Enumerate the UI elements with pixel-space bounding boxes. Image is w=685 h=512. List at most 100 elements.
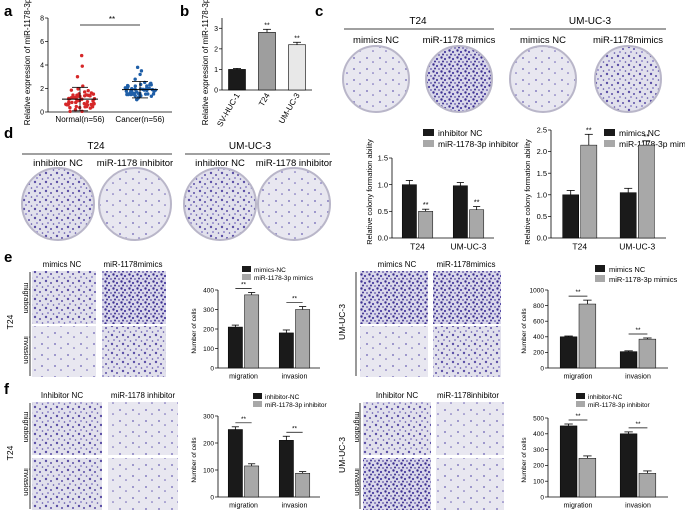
panel-c-dish-4 [594,45,662,113]
bar [401,184,417,239]
legend-swatch-f2-inh [576,401,585,407]
data-point [69,88,74,92]
panel-d-label-4: miR-1178 inhibitor [256,158,332,169]
bar [619,351,638,369]
sig-label: ** [474,198,480,207]
bar [278,440,294,498]
sig-label: ** [586,125,592,134]
f-chart2-plot: 0 100 200 300 400 500 ** migration ** invasion [533,413,668,510]
panel-e-img-2 [102,271,166,324]
data-point [91,99,95,103]
panel-e-left-col-2: miR-1178mimics [104,260,163,269]
data-point [131,92,135,96]
legend-swatch-e1-nc [242,266,251,272]
legend-e2-nc: mimics NC [609,265,646,274]
bar [295,472,311,498]
panel-c: c T24 UM-UC-3 mimics NC miR-1178 mimics … [315,3,666,113]
data-point [126,84,130,88]
x-category-label: invasion [625,503,651,510]
y-tick-label: 1000 [530,287,545,294]
y-tick-label: 1.5 [378,154,388,163]
panel-letter-f: f [4,381,10,398]
legend-swatch-f2-nc [576,393,585,399]
panel-e-img-5 [360,271,428,324]
data-point [149,94,154,98]
colony-inhib-plot: 0.0 0.5 1.0 1.5 ** T24 ** UM-UC-3 [378,154,494,252]
data-point [146,92,150,96]
data-point [139,82,143,87]
legend-inhibitor: miR-1178-3p inhibitor [438,139,519,149]
y-tick-label: 0 [214,88,218,95]
panel-f-right-col-1: Inhibitor NC [376,391,418,400]
data-point [151,92,156,96]
panel-e-left-col-1: mimics NC [43,260,82,269]
panel-f-img-7 [363,458,431,510]
legend-e1-mim: miR-1178-3p mimics [254,275,314,282]
panel-e-img-4 [102,326,166,377]
panel-e-img-8 [433,326,501,377]
y-tick-label: 0 [540,494,544,501]
legend-swatch-e2-mim [595,275,605,282]
x-category-label: invasion [282,374,308,381]
panel-d-dish-2 [98,167,172,241]
y-tick-label: 200 [533,463,544,470]
bar [227,326,243,369]
sig-label: ** [423,200,429,209]
y-tick-label: 200 [533,350,544,357]
y-tick-label: 800 [533,303,544,310]
legend-mimics: miR-1178-3p mimics [619,139,685,149]
data-point [124,89,129,94]
y-tick-label: 0.0 [537,234,547,243]
data-point [126,92,131,97]
panel-c-right-title: UM-UC-3 [569,16,612,27]
e-chart-2: mimics NC miR-1178-3p mimics Number of c… [521,265,677,381]
y-tick-label: 300 [203,307,214,314]
x-category-label: migration [229,374,258,381]
y-tick-label: 2.0 [537,147,547,156]
bar [452,185,468,239]
f-chart1-plot: 0 100 200 300 ** migration ** invasion [203,413,320,510]
bar [288,44,306,91]
y-tick-label: 2 [214,46,218,53]
f-chart1-ylabel: Number of cells [191,437,198,483]
data-point [85,102,89,107]
y-tick-label: 0 [210,365,214,372]
panel-c-label-3: mimics NC [520,35,566,46]
panel-f-right-side: UM-UC-3 [337,437,347,473]
panel-b: b Relative expression of miR-1178-3p 0 1 2… [180,0,312,128]
y-tick-label: 0.5 [378,207,388,216]
bar [244,294,260,369]
e-chart1-plot: 0 100 200 300 400 ** migration ** invasion [203,282,320,381]
x-category-label: T24 [257,91,272,108]
data-point [82,90,87,94]
legend-f1-inh: miR-1178-3p inhibitor [265,402,327,409]
x-category-label: T24 [410,242,425,252]
y-tick-label: 0.0 [378,234,388,243]
panel-f-left-col-1: Inhibitor NC [41,391,83,400]
x-category-label: SV-HUC-1 [215,91,242,128]
data-point [71,93,75,97]
y-tick-label: 0 [40,110,44,117]
panel-d-label-3: inhibitor NC [195,158,245,169]
data-point [68,109,72,114]
panel-letter-a: a [4,3,13,20]
panel-d-dish-4 [257,167,331,241]
panel-e-img-3 [32,326,96,377]
panel-f-img-6 [436,402,504,455]
panel-f-left-side: T24 [5,445,15,460]
panel-f-img-4 [108,458,178,510]
legend-swatch-e2-nc [595,265,605,272]
panel-f-left-row-1: migration [22,412,31,443]
y-tick-label: 500 [533,415,544,422]
data-point [133,84,138,88]
y-tick-label: 200 [203,326,214,333]
data-point [148,82,153,86]
e-chart2-plot: 0 200 400 600 800 1000 ** migration ** invasion [530,287,668,381]
data-point [85,99,90,104]
panel-d-label-2: miR-1178 inhibitor [97,158,173,169]
sig-label: ** [292,296,298,303]
panel-c-label-2: miR-1178 mimics [423,35,496,46]
panel-f-right-row-1: migration [353,412,362,443]
data-point [67,96,71,101]
panel-c-label-4: miR-1178mimics [593,35,663,46]
